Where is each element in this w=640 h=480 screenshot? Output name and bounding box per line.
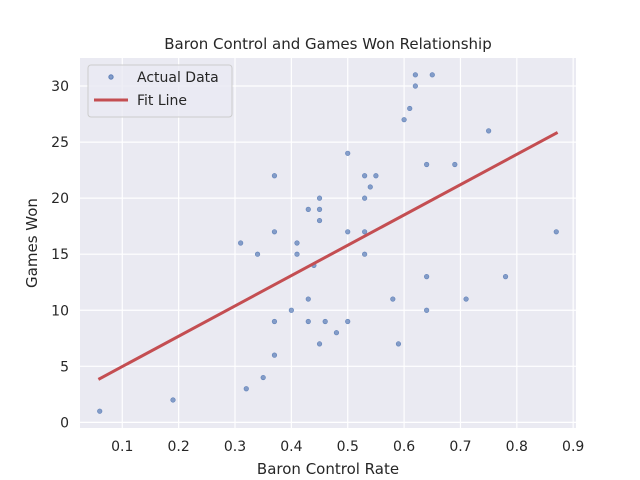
- data-point: [367, 184, 373, 190]
- y-tick-labels: 0 5 10 15 20 25 30: [51, 79, 69, 431]
- x-tick-label: 0.6: [393, 439, 415, 455]
- data-point: [407, 105, 413, 112]
- y-tick-label: 20: [51, 191, 69, 207]
- data-point: [271, 352, 278, 358]
- data-point: [316, 206, 323, 212]
- data-point: [271, 229, 278, 235]
- x-tick-label: 0.4: [280, 439, 302, 455]
- y-tick-label: 15: [51, 247, 69, 263]
- data-point: [486, 128, 492, 134]
- x-tick-label: 0.2: [168, 439, 190, 455]
- data-point: [362, 173, 368, 179]
- data-point: [305, 206, 311, 212]
- data-point: [390, 296, 396, 302]
- y-tick-label: 0: [60, 415, 69, 431]
- data-point: [243, 386, 249, 392]
- y-tick-label: 25: [51, 135, 69, 151]
- y-tick-label: 10: [51, 303, 69, 319]
- data-point: [294, 251, 300, 257]
- data-point: [345, 229, 351, 235]
- data-point: [502, 274, 509, 280]
- data-point: [429, 72, 435, 78]
- data-point: [305, 318, 311, 325]
- x-tick-labels: 0.1 0.2 0.3 0.4 0.5 0.6 0.7 0.8 0.9: [111, 439, 584, 455]
- data-point: [333, 330, 340, 336]
- data-point: [305, 296, 311, 302]
- data-point: [424, 307, 430, 313]
- data-point: [288, 307, 294, 313]
- data-point: [294, 240, 300, 246]
- y-tick-label: 30: [51, 79, 69, 95]
- legend-box: [87, 64, 233, 118]
- data-point: [553, 229, 559, 235]
- x-tick-label: 0.3: [224, 439, 246, 455]
- fit-line-group: [97, 131, 559, 381]
- legend-label-actual-data: Actual Data: [137, 70, 219, 86]
- data-point: [316, 195, 323, 201]
- data-point: [322, 318, 328, 325]
- data-point: [271, 318, 278, 325]
- chart-title: Baron Control and Games Won Relationship: [164, 35, 491, 53]
- x-tick-label: 0.7: [449, 439, 471, 455]
- data-point: [254, 251, 261, 257]
- data-point: [260, 374, 266, 381]
- data-point: [170, 397, 176, 403]
- legend-marker-actual-data: [108, 74, 114, 80]
- data-point: [463, 296, 469, 302]
- x-tick-label: 0.1: [111, 439, 133, 455]
- data-point: [362, 229, 368, 235]
- data-point: [316, 341, 323, 347]
- x-tick-label: 0.8: [506, 439, 528, 455]
- x-tick-label: 0.9: [562, 439, 584, 455]
- data-point: [271, 173, 278, 179]
- data-point: [345, 318, 351, 325]
- x-axis-label: Baron Control Rate: [257, 460, 399, 478]
- legend: Actual Data Fit Line: [87, 64, 233, 118]
- grid: [80, 58, 576, 428]
- data-point: [97, 408, 103, 414]
- data-point: [412, 72, 418, 78]
- data-point: [345, 150, 351, 156]
- x-tick-label: 0.5: [337, 439, 359, 455]
- fit-line: [97, 131, 559, 381]
- data-point: [401, 117, 407, 123]
- data-point: [362, 251, 368, 257]
- data-point: [412, 83, 418, 89]
- data-points: [97, 72, 559, 414]
- data-point: [238, 240, 244, 246]
- y-tick-label: 5: [60, 359, 69, 375]
- y-axis-label: Games Won: [23, 198, 41, 288]
- legend-label-fit-line: Fit Line: [137, 93, 187, 109]
- data-point: [362, 195, 368, 201]
- data-point: [424, 161, 430, 168]
- data-point: [373, 173, 379, 179]
- data-point: [316, 217, 323, 224]
- data-point: [395, 341, 402, 347]
- data-point: [452, 161, 458, 168]
- data-point: [424, 274, 430, 280]
